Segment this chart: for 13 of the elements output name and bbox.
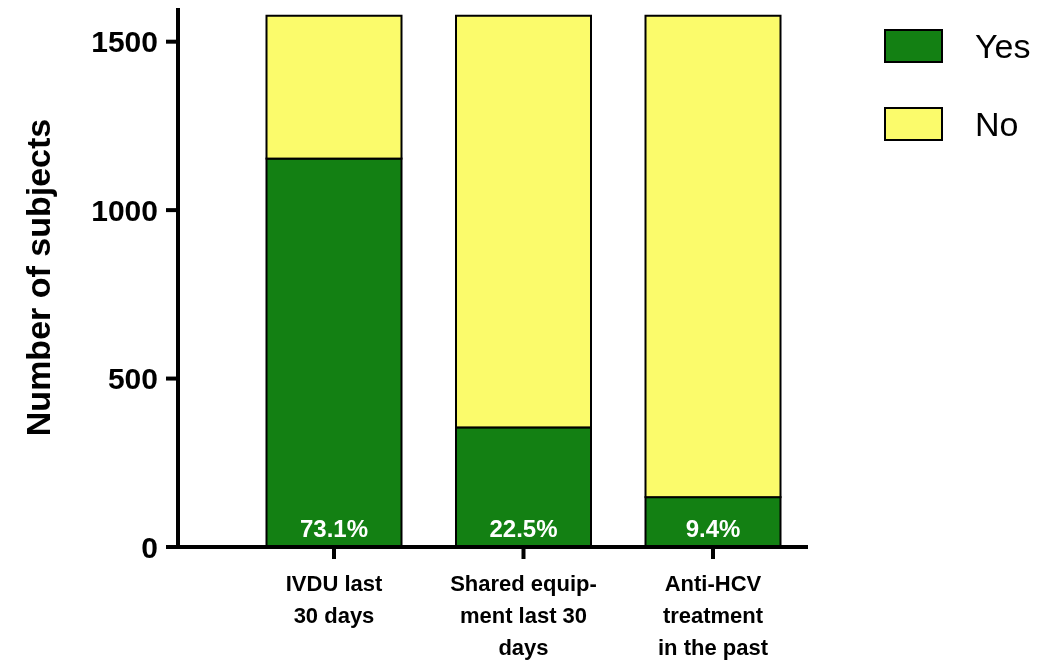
x-tick-label: Shared equip- ment last 30 days — [450, 570, 597, 660]
y-tick-label: 0 — [141, 530, 158, 564]
legend-label: No — [975, 104, 1019, 143]
y-tick-label: 1000 — [91, 193, 158, 227]
annotation: 22.5% — [489, 515, 558, 543]
x-tick-label: IVDU last 30 days — [285, 570, 383, 628]
legend-label: Yes — [975, 26, 1031, 65]
y-tick-label: 1500 — [91, 25, 158, 59]
y-axis-title: Number of subjects — [19, 118, 57, 437]
y-tick-label: 500 — [107, 362, 158, 396]
annotation: 73.1% — [299, 515, 369, 543]
x-tick-label: Anti-HCV treatment in the past — [657, 570, 769, 660]
annotation: 9.4% — [685, 515, 741, 543]
